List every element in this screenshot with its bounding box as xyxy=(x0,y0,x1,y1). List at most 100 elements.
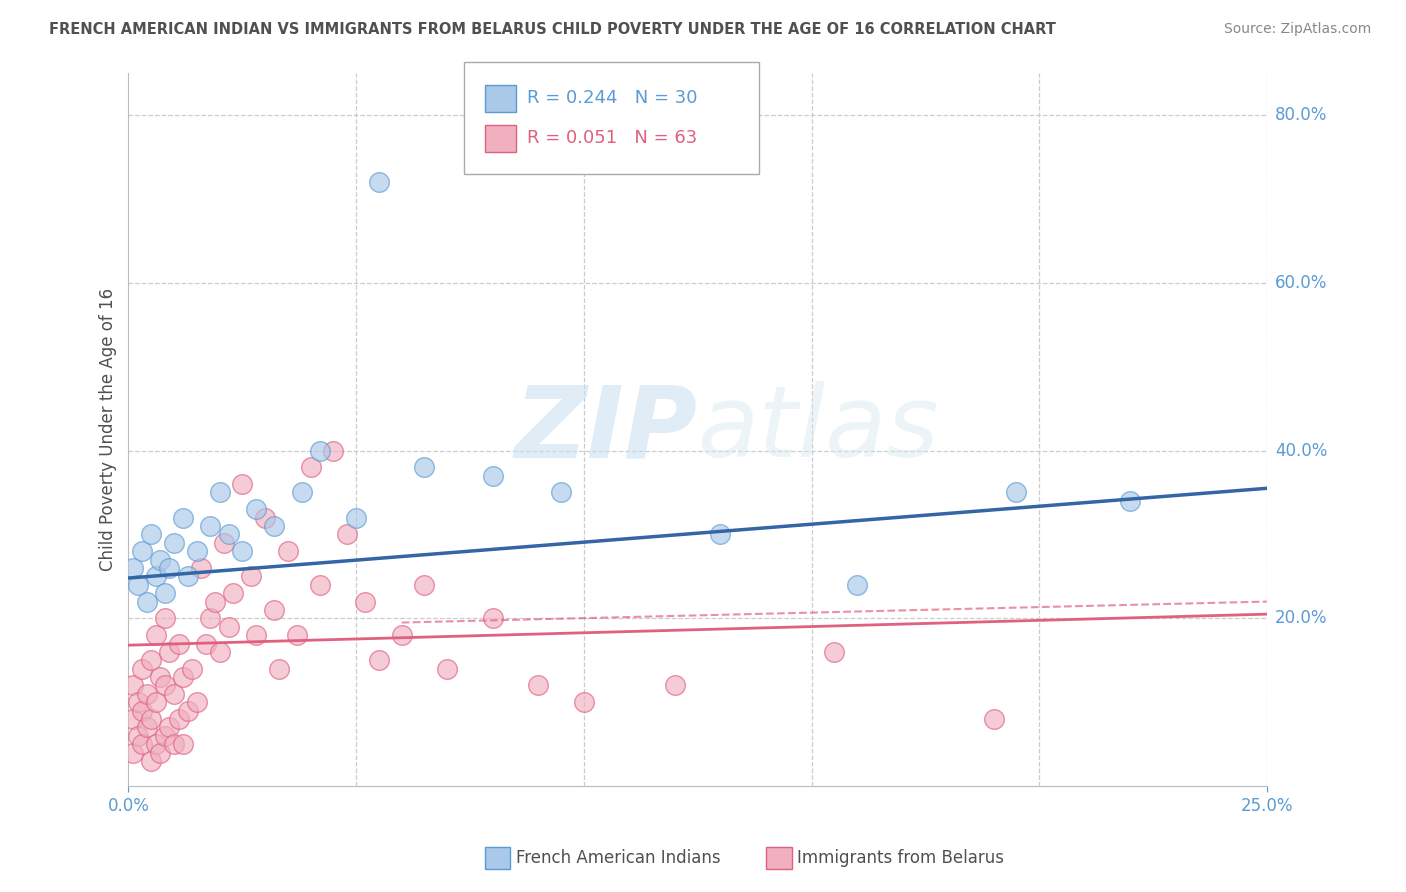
Point xyxy=(245,628,267,642)
Point xyxy=(254,510,277,524)
Text: FRENCH AMERICAN INDIAN VS IMMIGRANTS FROM BELARUS CHILD POVERTY UNDER THE AGE OF: FRENCH AMERICAN INDIAN VS IMMIGRANTS FRO… xyxy=(49,22,1056,37)
Point xyxy=(172,510,194,524)
Point xyxy=(267,662,290,676)
Point xyxy=(391,628,413,642)
Point xyxy=(208,485,231,500)
Point xyxy=(135,687,157,701)
Point xyxy=(709,527,731,541)
Point xyxy=(131,662,153,676)
Point xyxy=(159,720,181,734)
Text: ZIP: ZIP xyxy=(515,381,697,478)
Point xyxy=(159,645,181,659)
Point xyxy=(135,594,157,608)
Point xyxy=(208,645,231,659)
Point xyxy=(153,586,176,600)
Point xyxy=(131,704,153,718)
Point xyxy=(172,670,194,684)
Point xyxy=(983,712,1005,726)
Text: 60.0%: 60.0% xyxy=(1275,274,1327,292)
Point xyxy=(190,561,212,575)
Text: French American Indians: French American Indians xyxy=(516,849,721,867)
Text: 80.0%: 80.0% xyxy=(1275,106,1327,124)
Point xyxy=(145,737,167,751)
Point xyxy=(122,678,145,692)
Point xyxy=(167,636,190,650)
Point xyxy=(1005,485,1028,500)
Point xyxy=(212,536,235,550)
Point xyxy=(481,611,503,625)
Point xyxy=(263,603,285,617)
Point xyxy=(299,460,322,475)
Point xyxy=(122,746,145,760)
Point xyxy=(664,678,686,692)
Point xyxy=(186,544,208,558)
Point xyxy=(127,695,149,709)
Text: Source: ZipAtlas.com: Source: ZipAtlas.com xyxy=(1223,22,1371,37)
Point xyxy=(127,729,149,743)
Point xyxy=(131,544,153,558)
Point xyxy=(413,578,436,592)
Text: R = 0.051   N = 63: R = 0.051 N = 63 xyxy=(527,129,697,147)
Point xyxy=(172,737,194,751)
Point xyxy=(141,527,163,541)
Point xyxy=(145,695,167,709)
Point xyxy=(368,653,391,667)
Point xyxy=(163,737,186,751)
Point xyxy=(336,527,359,541)
Point xyxy=(153,729,176,743)
Text: R = 0.244   N = 30: R = 0.244 N = 30 xyxy=(527,89,697,107)
Point xyxy=(481,468,503,483)
Point xyxy=(527,678,550,692)
Point xyxy=(141,653,163,667)
Point xyxy=(218,620,240,634)
Point xyxy=(354,594,377,608)
Point xyxy=(218,527,240,541)
Point xyxy=(204,594,226,608)
Point xyxy=(240,569,263,583)
Text: Immigrants from Belarus: Immigrants from Belarus xyxy=(797,849,1004,867)
Point xyxy=(149,552,172,566)
Point xyxy=(159,561,181,575)
Point xyxy=(222,586,245,600)
Point xyxy=(122,561,145,575)
Point xyxy=(163,687,186,701)
Point xyxy=(176,569,198,583)
Point xyxy=(263,519,285,533)
Point xyxy=(127,578,149,592)
Point xyxy=(145,628,167,642)
Point xyxy=(131,737,153,751)
Point xyxy=(308,443,330,458)
Point xyxy=(176,704,198,718)
Point xyxy=(194,636,217,650)
Point xyxy=(122,712,145,726)
Text: 20.0%: 20.0% xyxy=(1275,609,1327,627)
Point xyxy=(149,746,172,760)
Point xyxy=(572,695,595,709)
Point xyxy=(186,695,208,709)
Text: 40.0%: 40.0% xyxy=(1275,442,1327,459)
Point xyxy=(181,662,204,676)
Point xyxy=(245,502,267,516)
Point xyxy=(145,569,167,583)
Y-axis label: Child Poverty Under the Age of 16: Child Poverty Under the Age of 16 xyxy=(100,288,117,571)
Point xyxy=(344,510,367,524)
Point xyxy=(277,544,299,558)
Point xyxy=(1119,494,1142,508)
Text: atlas: atlas xyxy=(697,381,939,478)
Point xyxy=(322,443,344,458)
Point xyxy=(135,720,157,734)
Point xyxy=(200,519,222,533)
Point xyxy=(823,645,845,659)
Point xyxy=(231,544,253,558)
Point xyxy=(413,460,436,475)
Point xyxy=(285,628,308,642)
Point xyxy=(153,678,176,692)
Point xyxy=(308,578,330,592)
Point xyxy=(141,712,163,726)
Point xyxy=(231,477,253,491)
Point xyxy=(436,662,458,676)
Point xyxy=(846,578,869,592)
Point xyxy=(167,712,190,726)
Point xyxy=(368,175,391,189)
Point xyxy=(290,485,312,500)
